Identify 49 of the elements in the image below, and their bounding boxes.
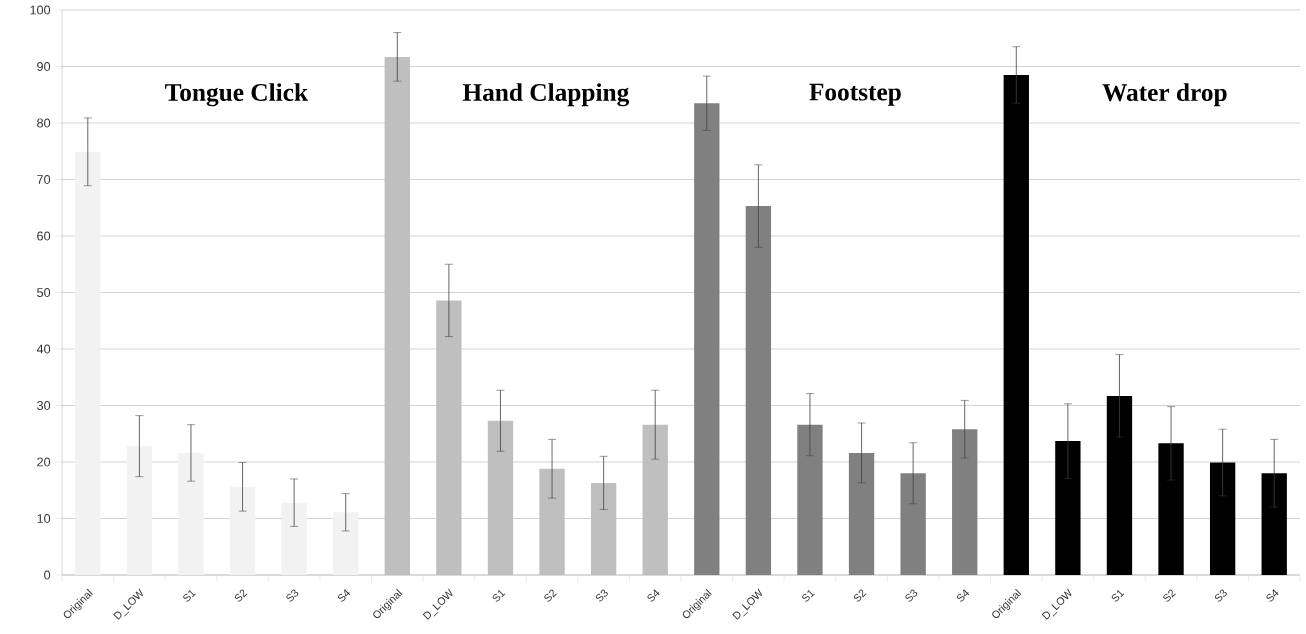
y-tick-label: 100 [30,5,51,15]
y-tick-label: 80 [37,118,51,128]
x-tick-label: S2 [234,589,248,602]
annotation: Tongue Click [165,83,308,107]
bar [1209,462,1236,575]
bar [900,473,926,575]
y-tick-label: 10 [37,514,51,523]
bar [75,151,101,575]
bar [281,502,307,575]
x-tick-label: S1 [1111,590,1125,602]
bar [229,486,256,575]
y-tick-label: 30 [37,401,51,410]
y-tick-label: 40 [36,344,51,354]
x-tick-label: S3 [595,589,608,602]
bar [694,103,720,575]
y-tick-label: 90 [37,62,51,71]
x-tick-label: S4 [956,589,970,602]
bar [1261,473,1287,575]
y-tick-label: 50 [37,288,51,297]
y-tick-label: 0 [44,570,51,580]
bar [1106,395,1133,575]
x-tick-label: S2 [1163,589,1176,602]
y-tick-label: 60 [37,231,51,241]
annotation: Hand Clapping [462,83,630,107]
y-tick-label: 20 [37,457,51,467]
annotation: Footstep [809,83,901,106]
x-tick-label: S4 [647,589,660,602]
bar [178,452,204,575]
bar [848,452,875,575]
x-tick-label: S3 [1214,589,1227,602]
x-tick-label: S4 [337,589,351,602]
bar [952,429,978,575]
bar [745,206,772,575]
x-tick-label: S1 [183,590,196,602]
x-tick-label: S1 [492,590,506,602]
bar [1055,441,1081,575]
bar [1158,443,1184,575]
x-tick-label: S2 [544,589,557,602]
x-tick-label: S3 [905,589,918,602]
annotation: Water drop [1102,83,1227,107]
x-tick-label: S2 [853,589,867,602]
y-tick-label: 70 [37,175,51,184]
bar [333,512,359,575]
bar [1003,74,1029,575]
bar [126,446,153,575]
x-tick-label: S1 [802,590,815,602]
x-tick-label: S4 [1266,589,1279,602]
bar [797,424,823,575]
x-tick-label: S3 [286,589,299,602]
